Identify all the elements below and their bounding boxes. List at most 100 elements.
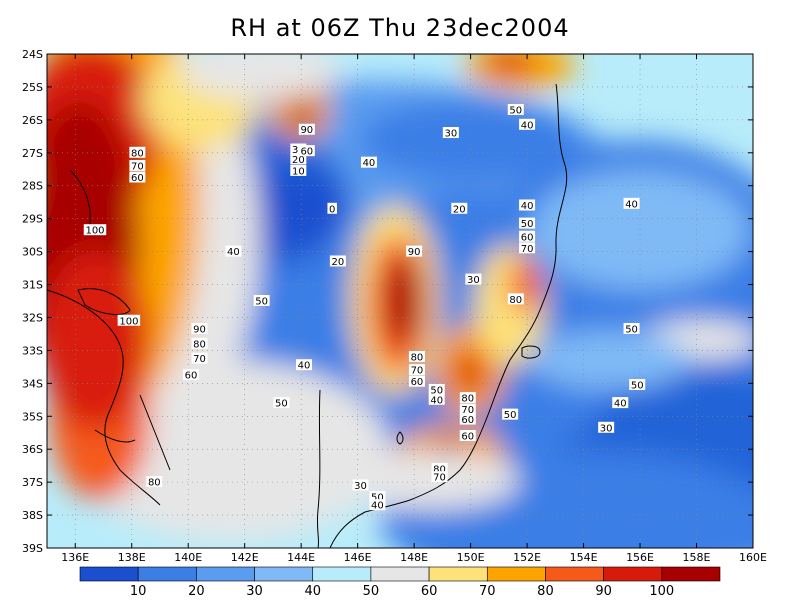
colorbar-swatch <box>137 566 197 582</box>
map-title: RH at 06Z Thu 23dec2004 <box>230 14 570 42</box>
coastline-west <box>69 169 171 471</box>
contour-label: 70 <box>131 161 144 172</box>
contour-label: 50 <box>430 385 443 396</box>
colorbar-label: 80 <box>537 584 554 599</box>
lon-tick-label: 146E <box>344 551 372 564</box>
contour-label: 40 <box>625 199 638 210</box>
coastline <box>329 83 568 548</box>
lat-tick-label: 25S <box>22 81 43 94</box>
contour-label: 50 <box>521 219 534 230</box>
lat-tick-label: 37S <box>22 476 43 489</box>
colorbar-label: 100 <box>649 584 674 599</box>
colorbar-label: 70 <box>479 584 496 599</box>
lat-tick-label: 24S <box>22 48 43 61</box>
lat-tick-label: 32S <box>22 311 43 324</box>
contour-label: 50 <box>371 492 384 503</box>
contour-label: 60 <box>461 432 474 443</box>
contour-label: 60 <box>300 147 313 158</box>
lon-tick-label: 150E <box>457 551 485 564</box>
contour-label: 60 <box>521 232 534 243</box>
contour-label: 90 <box>193 324 206 335</box>
lat-tick-label: 30S <box>22 246 43 259</box>
contour-label: 50 <box>625 324 638 335</box>
colorbar: 10 20 30 40 50 60 70 80 90 100 <box>79 566 721 599</box>
colorbar-swatch <box>661 566 721 582</box>
colorbar-swatch <box>428 566 488 582</box>
contour-label: 50 <box>509 105 522 116</box>
contour-label: 70 <box>411 366 424 377</box>
lon-tick-label: 152E <box>513 551 541 564</box>
contour-label: 30 <box>600 423 613 434</box>
contour-label: 90 <box>408 247 421 258</box>
contour-label: 100 <box>85 226 104 237</box>
bay-outline <box>396 431 404 445</box>
contour-label: 20 <box>453 204 466 215</box>
colorbar-label: 30 <box>246 584 263 599</box>
colorbar-label: 60 <box>421 584 438 599</box>
contour-label: 60 <box>131 173 144 184</box>
contour-label: 40 <box>363 158 376 169</box>
colorbar-swatch <box>196 566 255 582</box>
contour-label: 50 <box>255 297 268 308</box>
state-border <box>47 289 161 506</box>
contour-label: 60 <box>461 415 474 426</box>
contour-label: 50 <box>504 410 517 421</box>
contour-label: 40 <box>614 399 627 410</box>
lat-tick-label: 27S <box>22 147 43 160</box>
lon-tick-label: 158E <box>683 551 711 564</box>
contour-label: 50 <box>275 399 288 410</box>
contour-label: 70 <box>521 244 534 255</box>
contour-label: 60 <box>411 377 424 388</box>
lat-tick-label: 39S <box>22 542 43 555</box>
lon-tick-label: 156E <box>626 551 654 564</box>
lat-tick-label: 34S <box>22 377 43 390</box>
colorbar-label: 40 <box>304 584 321 599</box>
contour-label: 20 <box>332 257 345 268</box>
lat-tick-label: 33S <box>22 344 43 357</box>
contour-label: 60 <box>185 371 198 382</box>
contour-label: 70 <box>193 354 206 365</box>
contour-label: 40 <box>227 247 240 258</box>
colorbar-label: 10 <box>130 584 147 599</box>
plot-frame <box>46 53 754 549</box>
lon-tick-label: 148E <box>400 551 428 564</box>
lon-tick-label: 144E <box>287 551 315 564</box>
rh-field: 8070601001009080706080405040503020010203… <box>47 54 753 548</box>
contour-label: 30 <box>467 275 480 286</box>
lon-tick-label: 154E <box>570 551 598 564</box>
colorbar-swatch <box>486 566 546 582</box>
contour-label: 80 <box>193 339 206 350</box>
lat-tick-label: 31S <box>22 279 43 292</box>
contour-label: 0 <box>329 204 335 215</box>
contour-label: 40 <box>521 120 534 131</box>
contour-label: 90 <box>300 125 313 136</box>
contour-label: 30 <box>444 129 457 140</box>
lat-tick-label: 26S <box>22 114 43 127</box>
contour-label: 40 <box>371 501 384 512</box>
lon-tick-label: 160E <box>739 551 767 564</box>
contour-label: 40 <box>521 201 534 212</box>
contour-label: 40 <box>298 361 311 372</box>
island <box>521 345 541 359</box>
lon-tick-label: 138E <box>118 551 146 564</box>
colorbar-label: 90 <box>595 584 612 599</box>
state-border-vertical <box>316 389 321 548</box>
lon-tick-label: 140E <box>174 551 202 564</box>
lake-outline <box>77 288 131 316</box>
contour-label: 30 <box>354 481 367 492</box>
contour-label: 80 <box>411 352 424 363</box>
lat-tick-label: 29S <box>22 213 43 226</box>
contour-label: 30 <box>292 145 305 156</box>
colorbar-label: 20 <box>188 584 205 599</box>
colorbar-swatch <box>370 566 430 582</box>
contour-label: 70 <box>461 405 474 416</box>
contour-label: 80 <box>509 295 522 306</box>
colorbar-swatch <box>254 566 314 582</box>
contour-label: 10 <box>292 166 305 177</box>
contour-label: 80 <box>433 464 446 475</box>
colorbar-swatch <box>603 566 663 582</box>
lon-tick-label: 136E <box>61 551 89 564</box>
contour-label: 80 <box>148 478 161 489</box>
lat-tick-label: 35S <box>22 410 43 423</box>
